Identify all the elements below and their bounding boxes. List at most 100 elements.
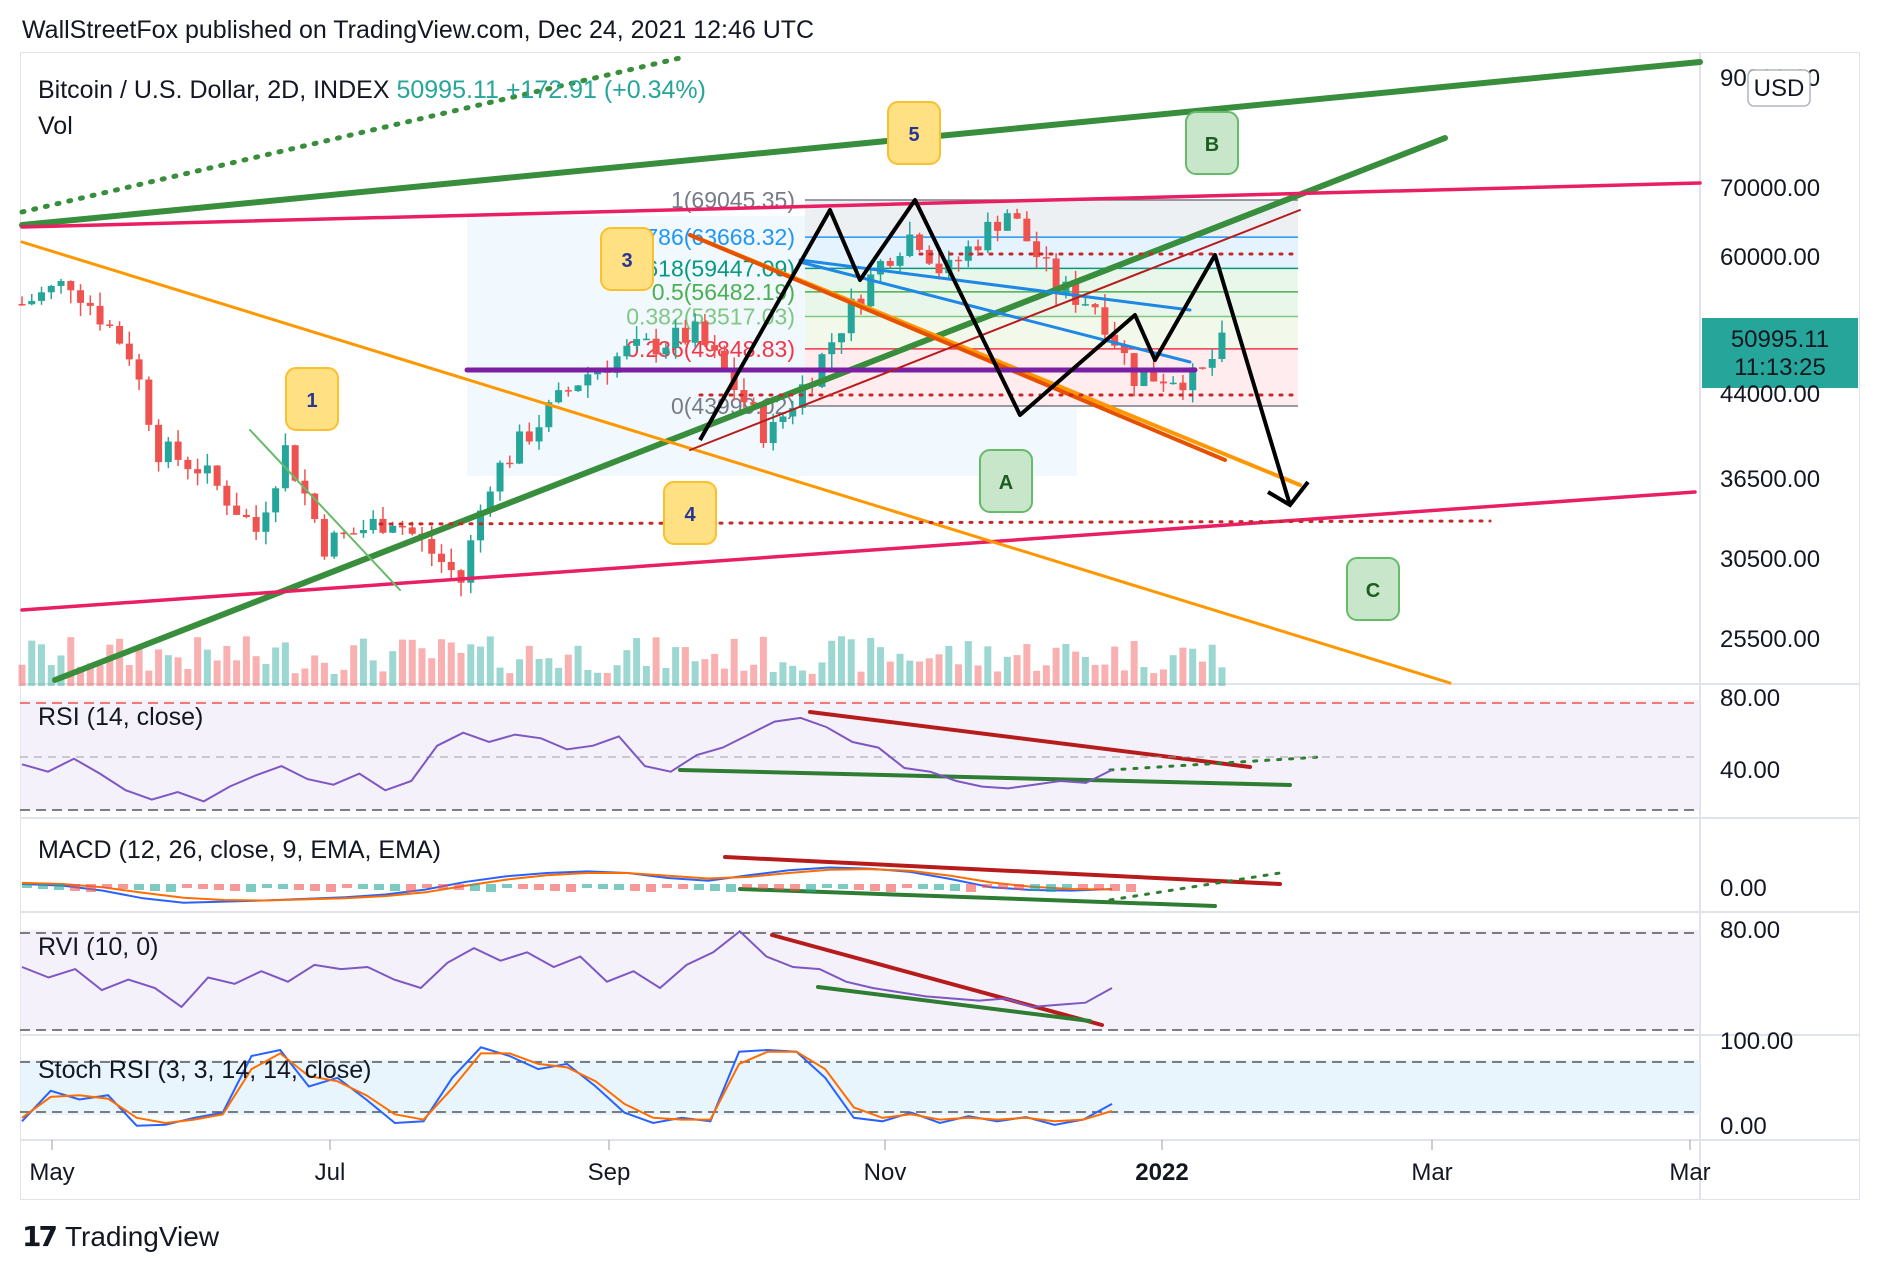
volume-bar: [798, 670, 806, 686]
volume-bar: [750, 664, 758, 686]
macd-histogram-bar: [486, 884, 496, 892]
volume-bar: [955, 664, 963, 686]
volume-bar: [116, 638, 124, 686]
macd-histogram-bar: [38, 884, 48, 889]
volume-bar: [964, 641, 972, 686]
candle-body: [672, 327, 680, 348]
macd-histogram-bar: [422, 884, 432, 888]
volume-bar: [1111, 646, 1119, 686]
macd-histogram-bar: [662, 884, 672, 888]
candle-body: [506, 462, 514, 465]
candle-body: [252, 517, 260, 532]
candle-body: [155, 424, 163, 463]
rsi-line: [21, 716, 1113, 803]
volume-bar: [272, 647, 280, 686]
macd-histogram-bar: [1094, 884, 1104, 890]
currency-box: [1747, 69, 1811, 107]
macd-histogram-bar: [774, 884, 784, 890]
candle-body: [1179, 382, 1187, 391]
candle-body: [457, 570, 465, 583]
volume-bar: [1218, 667, 1226, 686]
wave-callout: [1185, 111, 1239, 175]
candle-body: [955, 259, 963, 262]
candle-body: [867, 274, 875, 307]
volume-bar: [1003, 656, 1011, 686]
volume-bar: [867, 637, 875, 686]
candle-body: [1091, 304, 1099, 308]
rsi-legend: RSI (14, close): [38, 703, 203, 731]
macd-line: [21, 866, 1113, 904]
countdown-timer: 11:13:25: [1734, 354, 1826, 381]
candle-body: [701, 321, 709, 346]
candle-body: [350, 533, 358, 535]
candle-body: [525, 431, 533, 442]
projection-arrowhead: [1266, 480, 1310, 508]
candle-body: [291, 445, 299, 481]
candle-body: [857, 298, 865, 307]
price-legend: Bitcoin / U.S. Dollar, 2D, INDEX 50995.1…: [38, 76, 706, 104]
volume-bar: [145, 670, 153, 686]
volume-bar: [1033, 670, 1041, 686]
macd-histogram-bar: [902, 884, 912, 888]
volume-bar: [1169, 655, 1177, 686]
volume-bar: [330, 673, 338, 686]
time-tick: Sep: [588, 1159, 631, 1186]
macd-histogram-bar: [342, 884, 352, 888]
candle-body: [984, 221, 992, 251]
macd-histogram-bar: [870, 884, 880, 891]
candle-body: [545, 402, 553, 428]
macd-histogram-bar: [390, 884, 400, 891]
candle-body: [711, 345, 719, 351]
candle-body: [555, 390, 563, 403]
candle-body: [467, 540, 475, 583]
volume-bar: [1091, 664, 1099, 686]
macd-histogram-bar: [502, 884, 512, 888]
pink-resistance-line: [20, 181, 1702, 229]
candle-body: [125, 343, 133, 360]
candle-body: [398, 525, 406, 528]
candle-body: [652, 338, 660, 355]
macd-histogram-bar: [326, 884, 336, 892]
candle-body: [106, 324, 114, 326]
volume-bar: [350, 645, 358, 686]
indicator-tick: 80.00: [1720, 917, 1780, 944]
macd-histogram-bar: [134, 884, 144, 890]
candle-body: [213, 465, 221, 486]
candle-body: [974, 246, 982, 251]
candle-body: [662, 347, 670, 355]
volume-bar: [828, 640, 836, 686]
macd-histogram-bar: [998, 884, 1008, 889]
indicator-tick: 0.00: [1720, 1113, 1767, 1140]
candle-body: [720, 350, 728, 370]
volume-bar: [1189, 648, 1197, 686]
volume-bar: [506, 673, 514, 686]
candle-body: [408, 527, 416, 534]
macd-histogram-bar: [230, 884, 240, 891]
candle-body: [496, 462, 504, 492]
candle-body: [164, 441, 172, 463]
time-tick: May: [29, 1159, 74, 1186]
candle-body: [789, 407, 797, 417]
wave-label-A: A: [999, 472, 1013, 494]
volume-bar: [711, 653, 719, 686]
footer-brand[interactable]: 17 TradingView: [22, 1220, 219, 1253]
price-tick: 44000.00: [1720, 381, 1820, 408]
macd-histogram-bar: [470, 884, 480, 891]
macd-histogram-bar: [694, 884, 704, 890]
volume-bar: [555, 667, 563, 686]
candle-body: [272, 488, 280, 513]
candle-body: [837, 333, 845, 343]
volume-bar: [516, 659, 524, 686]
volume-bar: [213, 660, 221, 686]
candle-body: [96, 305, 104, 325]
candle-body: [262, 512, 270, 532]
volume-bar: [477, 646, 485, 686]
macd-histogram-bar: [918, 884, 928, 889]
rvi-line: [21, 929, 1113, 1009]
volume-bar: [633, 638, 641, 686]
volume-bar: [837, 636, 845, 686]
volume-bar: [38, 644, 46, 686]
macd-histogram-bar: [246, 884, 256, 892]
macd-histogram-bar: [838, 884, 848, 889]
